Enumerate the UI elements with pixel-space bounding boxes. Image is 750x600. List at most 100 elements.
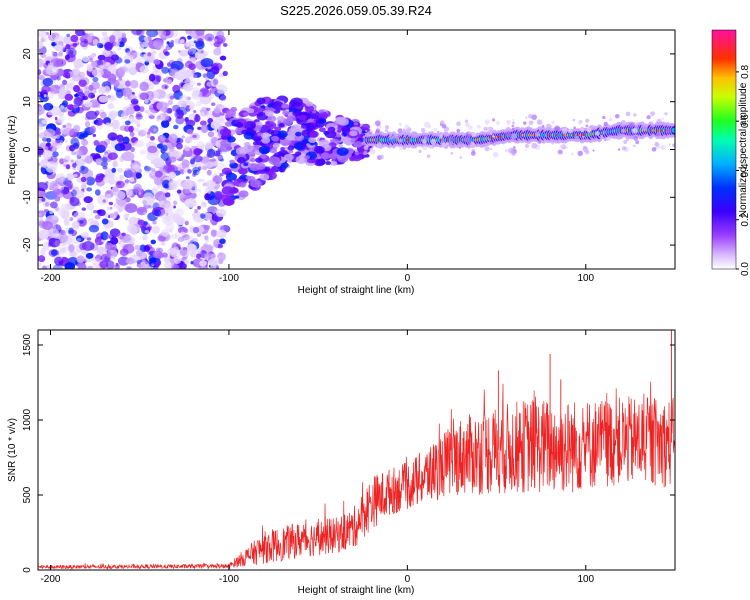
noise-cell: [193, 155, 203, 163]
signal-cell: [219, 143, 232, 152]
noise-cell: [192, 134, 197, 139]
noise-cell: [190, 260, 194, 265]
noise-cell: [176, 138, 181, 143]
noise-cell: [39, 191, 47, 198]
halo-cell: [441, 142, 447, 147]
noise-cell: [163, 203, 175, 213]
halo-cell: [524, 148, 527, 151]
noise-cell: [94, 117, 103, 126]
noise-cell: [116, 134, 124, 142]
noise-cell: [146, 134, 152, 139]
halo-cell: [510, 133, 517, 140]
halo-cell: [664, 112, 668, 116]
noise-cell: [70, 159, 74, 163]
noise-cell: [177, 236, 185, 242]
noise-cell: [88, 224, 100, 233]
noise-cell: [180, 180, 194, 190]
halo-cell: [484, 146, 490, 152]
noise-cell: [108, 201, 114, 206]
halo-cell: [441, 123, 447, 129]
noise-cell: [210, 229, 218, 237]
halo-cell: [551, 120, 555, 124]
signal-cell: [264, 121, 277, 130]
x-tick-label: -200: [40, 574, 60, 585]
noise-cell: [196, 233, 202, 237]
noise-cell: [54, 44, 64, 52]
noise-cell: [57, 118, 63, 124]
x-tick-label: 0: [405, 574, 411, 585]
signal-cell: [243, 112, 249, 117]
noise-cell: [216, 229, 227, 239]
noise-cell: [68, 183, 74, 190]
noise-cell: [151, 194, 158, 200]
colorbar-gradient: [711, 29, 737, 270]
noise-cell: [222, 43, 228, 48]
halo-cell: [398, 138, 403, 143]
noise-cell: [145, 90, 155, 101]
signal-cell: [318, 127, 326, 133]
signal-cell: [349, 157, 356, 162]
noise-cell: [158, 208, 169, 219]
noise-cell: [205, 181, 216, 190]
halo-cell: [574, 135, 579, 141]
halo-cell: [528, 113, 533, 119]
y-tick-label: -10: [22, 190, 33, 205]
noise-cell: [210, 253, 216, 259]
noise-cell: [139, 81, 149, 92]
noise-cell: [181, 135, 185, 139]
noise-cell: [105, 260, 115, 269]
signal-cell: [252, 141, 259, 146]
noise-cell: [52, 142, 58, 147]
halo-cell: [504, 148, 509, 153]
noise-cell: [132, 254, 138, 259]
noise-cell: [105, 122, 110, 127]
signal-cell: [327, 128, 333, 132]
noise-cell: [121, 232, 126, 237]
noise-cell: [134, 244, 141, 251]
halo-cell: [430, 138, 437, 145]
signal-cell: [295, 155, 308, 164]
noise-cell: [80, 176, 87, 183]
signal-cell: [221, 186, 234, 195]
noise-cell: [118, 31, 126, 39]
noise-cell: [189, 105, 195, 110]
halo-cell: [573, 126, 576, 130]
noise-cell: [58, 87, 68, 94]
noise-cell: [138, 45, 145, 51]
halo-cell: [651, 146, 657, 152]
halo-cell: [531, 114, 537, 120]
noise-cell: [63, 218, 70, 226]
signal-cell: [301, 124, 307, 129]
noise-cell: [219, 55, 227, 61]
noise-cell: [38, 229, 49, 240]
halo-cell: [578, 120, 582, 125]
noise-cell: [93, 140, 100, 147]
signal-cell: [221, 167, 232, 175]
noise-cell: [197, 248, 201, 253]
chart-title: S225.2026.059.05.39.R24: [280, 3, 432, 18]
noise-cell: [129, 177, 135, 183]
signal-cell: [287, 159, 293, 163]
noise-cell: [218, 224, 225, 232]
noise-cell: [66, 47, 77, 58]
signal-cell: [253, 137, 260, 142]
noise-cell: [173, 205, 176, 209]
halo-cell: [404, 124, 409, 129]
noise-cell: [62, 79, 68, 86]
signal-cell: [281, 103, 288, 109]
halo-cell: [470, 151, 476, 156]
halo-cell: [623, 140, 628, 144]
noise-cell: [173, 200, 178, 206]
halo-cell: [397, 128, 403, 134]
noise-cell: [106, 251, 112, 258]
noise-cell: [164, 94, 170, 99]
halo-cell: [448, 135, 454, 141]
noise-cell: [187, 169, 192, 174]
noise-cell: [111, 167, 117, 173]
halo-cell: [551, 141, 555, 145]
noise-cell: [158, 30, 167, 39]
noise-cell: [76, 131, 84, 140]
signal-cell: [234, 122, 244, 128]
noise-cell: [186, 128, 194, 135]
noise-cell: [109, 34, 116, 43]
